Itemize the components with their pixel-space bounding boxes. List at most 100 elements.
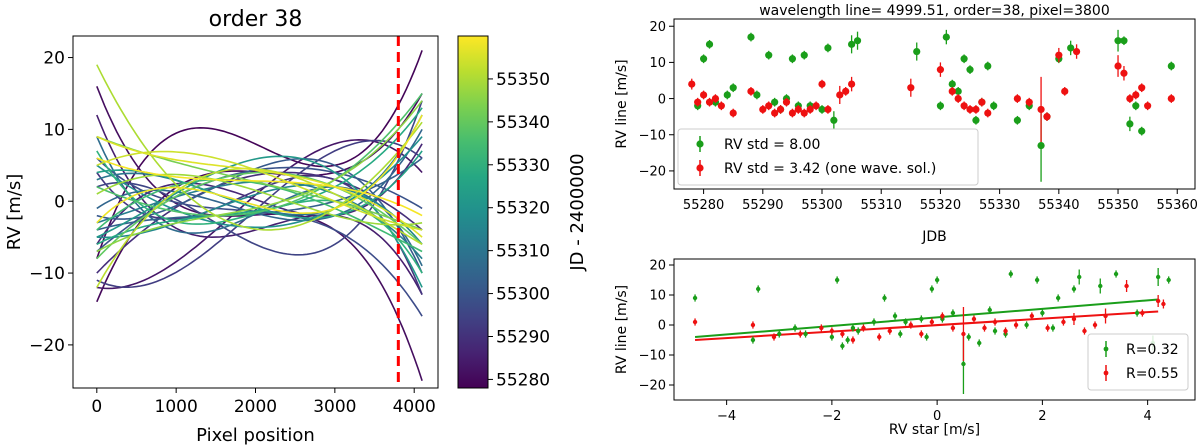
panel2-xtick-label: 4 xyxy=(1143,409,1151,424)
data-point xyxy=(792,325,798,331)
data-point xyxy=(992,319,998,325)
panel1-xtick-label: 55360 xyxy=(1157,198,1198,213)
data-point xyxy=(1013,94,1021,103)
data-point xyxy=(1126,120,1134,128)
data-point xyxy=(898,331,903,337)
colorbar-tick-label: 55290 xyxy=(496,327,550,347)
legend1-label: RV std = 8.00 xyxy=(724,137,820,153)
legend2-marker xyxy=(1103,346,1109,352)
data-point xyxy=(765,51,773,59)
panel1-xtick-label: 55300 xyxy=(801,198,842,213)
data-point xyxy=(798,331,803,337)
data-point xyxy=(1138,84,1146,92)
data-point xyxy=(1092,322,1098,328)
data-point xyxy=(1071,286,1077,292)
data-point xyxy=(848,40,856,48)
data-point xyxy=(1167,62,1175,70)
colorbar-tick-label: 55340 xyxy=(496,113,550,133)
data-point xyxy=(978,98,986,106)
data-point xyxy=(887,328,892,334)
rv-curve xyxy=(96,114,423,224)
panel2-xtick-label: 2 xyxy=(1038,409,1046,424)
rv-order-axes: 0 1000 2000 3000 4000 −20 −10 0 10 20 xyxy=(29,49,436,417)
data-point xyxy=(842,87,850,95)
data-point xyxy=(753,91,761,99)
panel1-xtick-label: 55280 xyxy=(683,198,724,213)
rv-curve xyxy=(96,100,423,253)
data-point xyxy=(940,313,945,319)
data-point xyxy=(929,319,935,325)
data-point xyxy=(759,105,767,114)
colorbar-tick-label: 55350 xyxy=(496,70,550,90)
colorbar-tick-label: 55300 xyxy=(496,285,550,305)
data-point xyxy=(1008,271,1014,277)
data-point xyxy=(845,337,850,343)
data-point xyxy=(771,109,779,117)
data-point xyxy=(919,316,924,322)
data-point xyxy=(829,334,835,340)
data-point xyxy=(1167,94,1175,103)
data-point xyxy=(1029,313,1035,319)
panel1-ytick-label: 0 xyxy=(658,92,666,107)
rv-order-xtick-label: 1000 xyxy=(155,397,198,417)
data-point xyxy=(1003,328,1008,334)
rv-order-xtick-label: 0 xyxy=(91,397,102,417)
data-point xyxy=(830,116,838,124)
data-point xyxy=(750,337,756,343)
rv-order-xtick-label: 3000 xyxy=(313,397,356,417)
panel1-axes: 55280 55290 55300 55310 55320 55330 55340 55350… xyxy=(639,20,1198,213)
data-point xyxy=(756,286,761,292)
data-point xyxy=(1025,98,1033,106)
data-point xyxy=(990,102,998,110)
data-point xyxy=(855,328,861,334)
data-point xyxy=(853,37,862,45)
panel2-xtick-label: −2 xyxy=(822,409,841,424)
panel1-marks xyxy=(688,29,1175,182)
data-point xyxy=(1134,310,1140,316)
data-point xyxy=(694,98,702,106)
data-point xyxy=(972,105,980,114)
data-point xyxy=(882,295,887,301)
panel1-xtick-label: 55350 xyxy=(1097,198,1138,213)
data-point xyxy=(971,316,977,322)
data-point xyxy=(908,322,914,328)
panel1-xtick-label: 55290 xyxy=(742,198,783,213)
rv-order-ytick-label: −10 xyxy=(29,264,65,284)
data-point xyxy=(1024,322,1029,328)
rv-order-ytick-label: 0 xyxy=(54,192,65,212)
data-point xyxy=(1144,102,1152,110)
data-point xyxy=(1037,105,1045,114)
panel2-ytick-label: 0 xyxy=(658,319,666,334)
rv-curve xyxy=(96,184,423,245)
data-point xyxy=(1061,319,1066,325)
rv-order-xtick-label: 2000 xyxy=(234,397,277,417)
data-point xyxy=(771,334,777,340)
rv-order-ytick-label: 20 xyxy=(43,49,65,69)
rv-curve xyxy=(96,167,423,288)
data-point xyxy=(850,325,856,331)
rv-order-ytick-label: −20 xyxy=(29,336,65,356)
panel1-xtick-label: 55330 xyxy=(979,198,1020,213)
data-point xyxy=(776,105,785,114)
panel2-xlabel: RV star [m/s] xyxy=(889,422,980,438)
data-point xyxy=(1077,274,1082,280)
data-point xyxy=(1098,283,1103,289)
data-point xyxy=(705,98,714,106)
legend2-marker xyxy=(1103,370,1109,376)
data-point xyxy=(812,102,820,110)
data-point xyxy=(907,84,915,92)
data-point xyxy=(950,310,956,316)
data-point xyxy=(1067,44,1075,52)
data-point xyxy=(818,105,826,114)
data-point xyxy=(942,33,950,41)
data-point xyxy=(1138,127,1146,135)
rv-order-ytick-label: 10 xyxy=(43,121,65,141)
data-point xyxy=(717,102,725,110)
data-point xyxy=(924,334,929,340)
data-point xyxy=(788,109,797,117)
legend1-marker xyxy=(696,140,704,148)
rv-curves xyxy=(96,50,423,382)
data-point xyxy=(1161,301,1166,307)
data-point xyxy=(1013,116,1021,124)
